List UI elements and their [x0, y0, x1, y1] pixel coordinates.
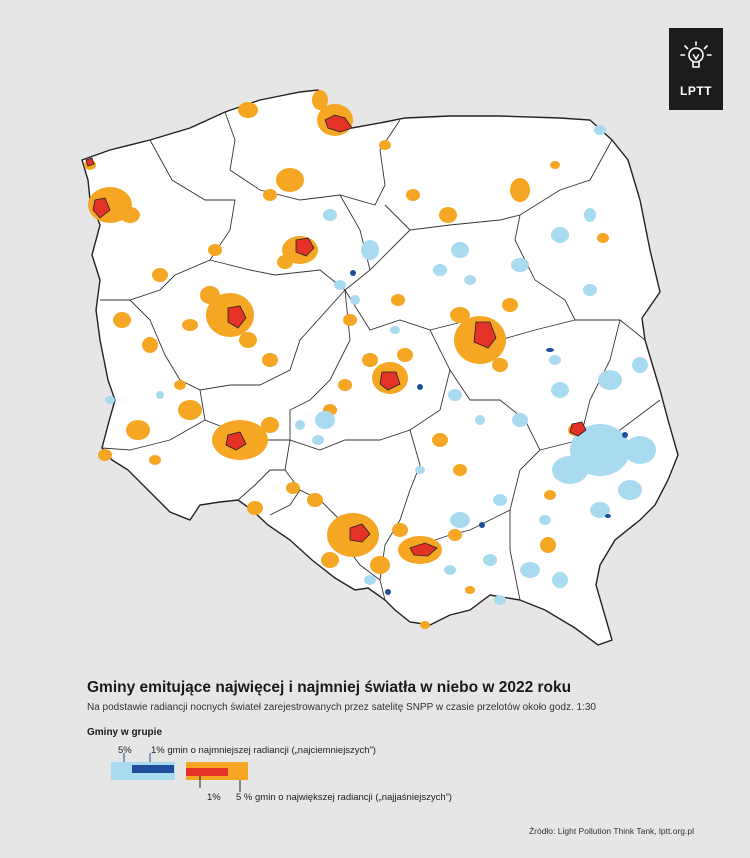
dark-5-percent-areas	[105, 125, 656, 605]
map-subtitle: Na podstawie radiancji nocnych świateł z…	[87, 702, 596, 713]
poland-map	[81, 89, 679, 646]
legend-dark5-label: 5%	[118, 745, 132, 756]
legend-dark1-label: 1% gmin o najmniejszej radiancji („najci…	[151, 745, 376, 756]
source-note: Źródło: Light Pollution Think Tank, lptt…	[528, 826, 694, 836]
lightbulb-icon	[680, 41, 712, 68]
legend-bright1-swatch	[186, 768, 228, 776]
logo-text: LPTT	[680, 84, 712, 98]
legend-dark1-swatch	[132, 765, 174, 773]
legend-bright-leaders	[199, 776, 241, 792]
legend-bright1-label: 1%	[207, 792, 221, 803]
legend-bright5-label: 5 % gmin o największej radiancji („najja…	[236, 792, 452, 803]
map-title: Gminy emitujące najwięcej i najmniej świ…	[87, 679, 572, 696]
bright-1-percent-areas	[85, 114, 587, 557]
voivodeship-borders	[100, 111, 661, 601]
dark-1-percent-areas	[350, 270, 628, 595]
legend-title: Gminy w grupie	[87, 727, 163, 738]
lptt-logo: LPTT	[669, 28, 723, 110]
